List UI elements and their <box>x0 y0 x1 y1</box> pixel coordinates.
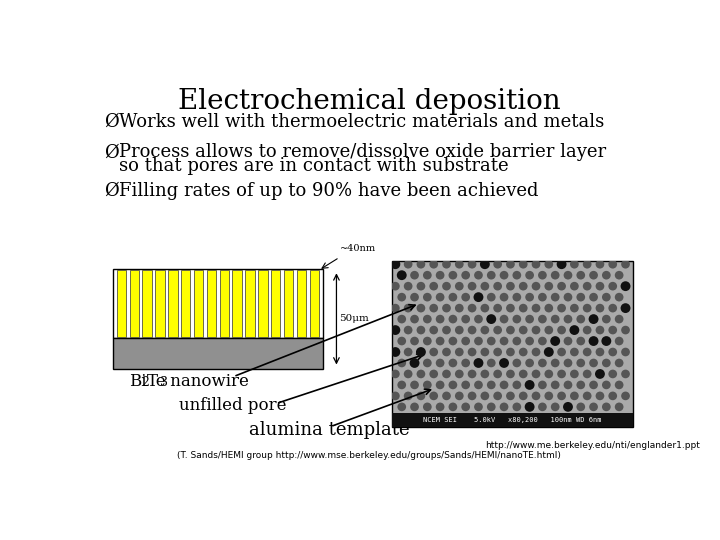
Text: Bi: Bi <box>129 373 146 390</box>
Bar <box>310 269 319 338</box>
Text: Ø: Ø <box>104 143 119 161</box>
Bar <box>194 269 203 338</box>
Text: nanowire: nanowire <box>165 373 249 390</box>
Text: http://www.me.berkeley.edu/nti/englander1.ppt: http://www.me.berkeley.edu/nti/englander… <box>485 441 700 450</box>
Bar <box>271 269 281 338</box>
Bar <box>392 413 632 427</box>
Text: Te: Te <box>147 373 166 390</box>
Bar <box>143 269 152 338</box>
Text: Process allows to remove/dissolve oxide barrier layer: Process allows to remove/dissolve oxide … <box>120 143 606 161</box>
Bar <box>220 269 229 338</box>
Bar <box>258 269 268 338</box>
Text: (T. Sands/HEMI group http://www.mse.berkeley.edu/groups/Sands/HEMI/nanoTE.html): (T. Sands/HEMI group http://www.mse.berk… <box>177 451 561 460</box>
Text: Ø: Ø <box>104 182 119 200</box>
Bar <box>246 269 255 338</box>
Bar <box>168 269 178 338</box>
Text: 3: 3 <box>160 376 168 389</box>
Bar <box>113 269 323 338</box>
Bar <box>156 269 165 338</box>
Text: Ø: Ø <box>104 112 119 131</box>
Bar <box>233 269 242 338</box>
Text: Filling rates of up to 90% have been achieved: Filling rates of up to 90% have been ach… <box>120 182 539 200</box>
Text: 50μm: 50μm <box>340 314 369 323</box>
Bar <box>117 269 126 338</box>
Text: NCEM SEI    5.0kV   x80,200   100nm WD 6nm: NCEM SEI 5.0kV x80,200 100nm WD 6nm <box>423 417 602 423</box>
Bar <box>207 269 216 338</box>
Text: so that pores are in contact with substrate: so that pores are in contact with substr… <box>120 157 509 175</box>
Bar <box>284 269 293 338</box>
Text: 2: 2 <box>141 376 149 389</box>
Bar <box>297 269 306 338</box>
Text: ~40nm: ~40nm <box>341 245 377 253</box>
Text: Works well with thermoelectric materials and metals: Works well with thermoelectric materials… <box>120 112 605 131</box>
Text: unfilled pore: unfilled pore <box>179 397 287 414</box>
Text: Electrochemical deposition: Electrochemical deposition <box>178 88 560 115</box>
Bar <box>130 269 139 338</box>
Bar <box>181 269 190 338</box>
Bar <box>113 338 323 369</box>
Text: alumina template: alumina template <box>249 421 410 438</box>
Bar <box>392 261 632 427</box>
